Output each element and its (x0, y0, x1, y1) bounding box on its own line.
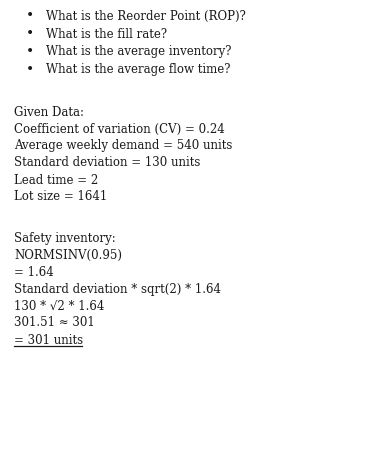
Text: = 1.64: = 1.64 (14, 266, 54, 278)
Text: •: • (26, 27, 34, 41)
Text: Standard deviation * sqrt(2) * 1.64: Standard deviation * sqrt(2) * 1.64 (14, 283, 221, 295)
Text: Given Data:: Given Data: (14, 105, 84, 118)
Text: Lead time = 2: Lead time = 2 (14, 173, 98, 187)
Text: •: • (26, 45, 34, 59)
Text: Coefficient of variation (CV) = 0.24: Coefficient of variation (CV) = 0.24 (14, 123, 225, 135)
Text: •: • (26, 9, 34, 23)
Text: Lot size = 1641: Lot size = 1641 (14, 190, 107, 203)
Text: 130 * √2 * 1.64: 130 * √2 * 1.64 (14, 300, 104, 313)
Text: Standard deviation = 130 units: Standard deviation = 130 units (14, 156, 201, 170)
Text: What is the fill rate?: What is the fill rate? (46, 28, 167, 40)
Text: What is the Reorder Point (ROP)?: What is the Reorder Point (ROP)? (46, 10, 246, 22)
Text: 301.51 ≈ 301: 301.51 ≈ 301 (14, 316, 95, 330)
Text: What is the average flow time?: What is the average flow time? (46, 64, 231, 76)
Text: Average weekly demand = 540 units: Average weekly demand = 540 units (14, 140, 232, 152)
Text: NORMSINV(0.95): NORMSINV(0.95) (14, 248, 122, 262)
Text: Safety inventory:: Safety inventory: (14, 231, 116, 245)
Text: = 301 units: = 301 units (14, 333, 83, 346)
Text: What is the average inventory?: What is the average inventory? (46, 46, 232, 58)
Text: •: • (26, 63, 34, 77)
